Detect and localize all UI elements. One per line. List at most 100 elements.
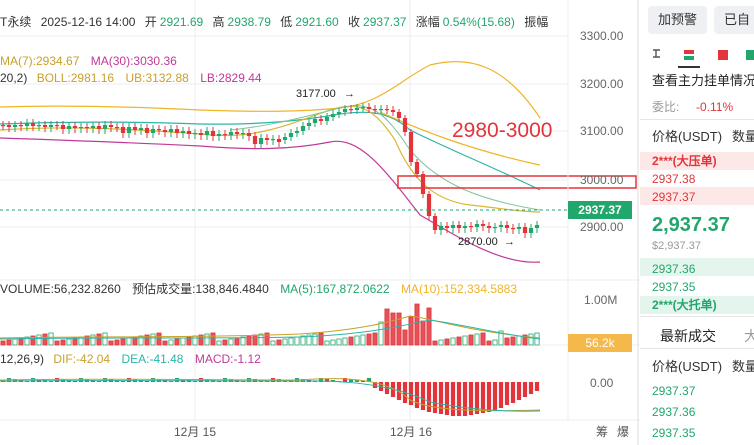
macd-bar	[168, 381, 174, 382]
boll-upper-line	[0, 61, 541, 119]
volume-bar	[174, 338, 180, 346]
col-price: 价格(USDT)	[652, 129, 723, 144]
trade-price-0: 2937.37	[652, 384, 696, 398]
volume-bar	[114, 339, 120, 346]
watchlist-button[interactable]: 已自选	[714, 6, 754, 34]
close-value: 2937.37	[363, 15, 407, 29]
macd-bar	[468, 382, 474, 415]
candle-body	[126, 127, 132, 133]
candle-body	[420, 174, 426, 194]
candle-body	[414, 162, 420, 174]
candle-body	[522, 227, 528, 233]
macd-bar	[264, 381, 270, 382]
axis-3100: 3100.00	[580, 124, 624, 138]
volume-bars	[0, 303, 540, 346]
macd-bar	[372, 382, 378, 388]
big-ask-row[interactable]	[640, 152, 754, 170]
volume-bar	[378, 321, 384, 346]
orderbook-title[interactable]: 查看主力挂单情况	[652, 73, 754, 88]
trade-price-2: 2937.35	[652, 426, 696, 440]
candle-body	[216, 134, 222, 136]
macd-bar	[54, 378, 60, 382]
candle-body	[252, 136, 258, 144]
macd-bar	[426, 382, 432, 412]
change-label: 涨幅	[415, 15, 440, 29]
volume-bar	[156, 332, 162, 346]
orderbook-asks-icon[interactable]	[712, 48, 734, 68]
candle-body	[30, 123, 36, 126]
big-bid-row[interactable]	[640, 296, 754, 314]
candle-body	[264, 138, 270, 140]
volume-bar	[516, 335, 522, 346]
tab-big[interactable]: 大	[744, 328, 754, 344]
macd-bar	[288, 381, 294, 382]
candle-body	[0, 125, 6, 127]
candle-body	[510, 228, 516, 230]
pin-icon[interactable]	[646, 48, 668, 68]
corner-label-b[interactable]: 爆	[617, 425, 630, 439]
bid-price-1[interactable]: 2937.35	[652, 280, 696, 294]
candle-body	[348, 109, 354, 111]
volume-bar	[444, 338, 450, 346]
volume-bar	[270, 340, 276, 346]
volume-bar	[426, 307, 432, 346]
candle-body	[396, 112, 402, 118]
candle-body	[144, 128, 150, 133]
kline-chart[interactable]: 3177.00 → 2870.00 → 2980-3000	[0, 0, 640, 445]
ask-price-0[interactable]: 2937.38	[652, 172, 696, 186]
macd-bar	[462, 382, 468, 416]
add-alert-button[interactable]: 加预警	[648, 6, 708, 34]
macd-bar	[120, 381, 126, 382]
macd-bar	[438, 382, 444, 414]
boll-legend: 20,2) BOLL:2981.16 UB:3132.88 LB:2829.44	[0, 71, 262, 85]
volume-bar	[336, 338, 342, 346]
volume-bar	[0, 340, 6, 346]
candle-body	[78, 127, 84, 129]
macd-bar	[216, 381, 222, 382]
volume-bar	[168, 339, 174, 346]
resistance-zone-box	[397, 175, 637, 189]
axis-3000: 3000.00	[580, 173, 624, 187]
volume-bar	[54, 340, 60, 346]
axis-3200: 3200.00	[580, 77, 624, 91]
orderbook-both-icon[interactable]	[678, 48, 700, 68]
dea-legend: DEA:-41.48	[121, 352, 184, 366]
volume-bar	[432, 340, 438, 346]
candle-body	[384, 109, 390, 111]
candle-body	[60, 125, 66, 129]
volume-bar	[24, 336, 30, 346]
volume-bar	[228, 338, 234, 346]
est-label: 预估成交量:	[132, 282, 196, 296]
axis-2900: 2900.00	[580, 220, 624, 234]
volume-bar	[450, 337, 456, 346]
macd-bar	[408, 382, 414, 405]
candle-body	[432, 216, 438, 230]
macd-bar	[474, 382, 480, 414]
orderbook-bids-icon[interactable]	[740, 48, 754, 68]
bid-price-0[interactable]: 2937.36	[652, 262, 696, 276]
volume-bar	[30, 335, 36, 346]
ask-price-1[interactable]: 2937.37	[652, 190, 696, 204]
volume-bar	[342, 337, 348, 346]
volume-bar	[138, 335, 144, 346]
candle-body	[228, 132, 234, 135]
volume-tag: 56.2k	[568, 334, 632, 352]
volume-bar	[240, 336, 246, 346]
ma-green-line	[229, 105, 541, 211]
candle-body	[204, 131, 210, 135]
candle-body	[84, 127, 90, 129]
datetime: 2025-12-16 14:00	[40, 15, 136, 29]
macd-bar	[534, 382, 540, 391]
macd-bar	[504, 382, 510, 405]
corner-label-a[interactable]: 筹	[596, 425, 609, 439]
candle-body	[444, 226, 450, 228]
tab-latest-trades[interactable]: 最新成交	[660, 328, 716, 344]
ohlc-header: T永续 2025-12-16 14:00 开 2921.69 高 2938.79 低…	[0, 15, 548, 29]
volume-bar	[384, 308, 390, 346]
macd-bar	[528, 382, 534, 394]
macd-bar	[432, 382, 438, 413]
macd-bar	[360, 381, 366, 382]
volume-bar	[492, 339, 498, 346]
candle-body	[162, 130, 168, 132]
